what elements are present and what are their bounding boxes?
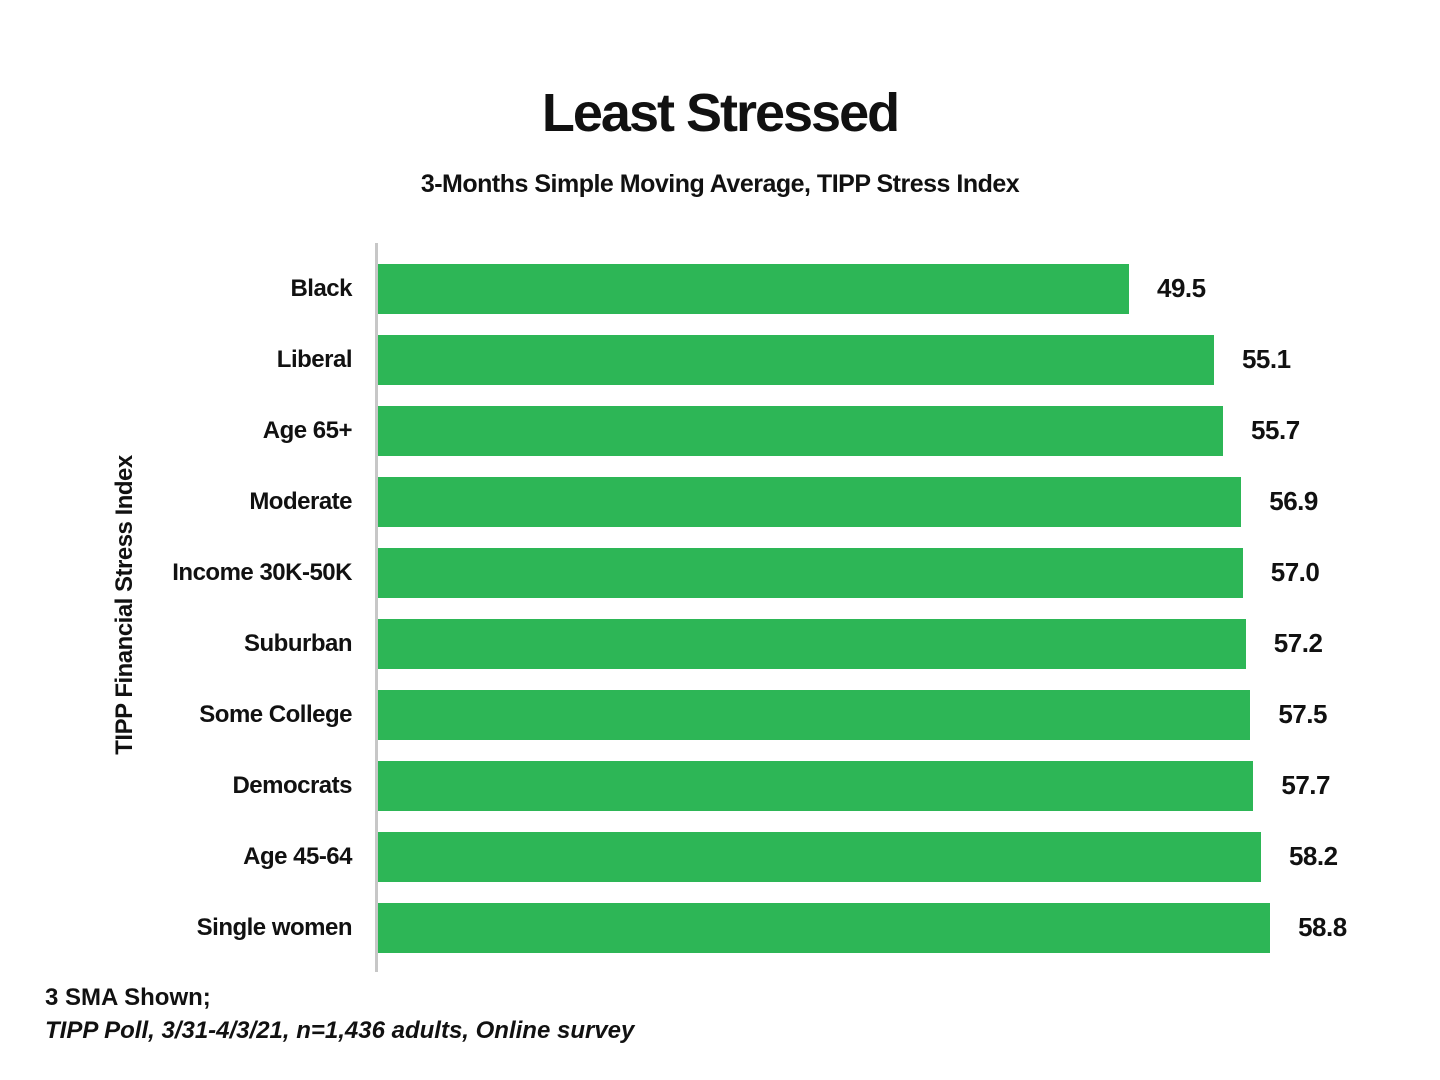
bar-area: 55.1 (378, 324, 1440, 395)
chart-row: Black 49.5 (0, 253, 1440, 324)
source-note-line1: 3 SMA Shown; (45, 984, 211, 1011)
category-label: Some College (199, 700, 352, 728)
category-label: Income 30K-50K (172, 558, 352, 586)
bar (378, 689, 1251, 740)
chart-subtitle: 3-Months Simple Moving Average, TIPP Str… (420, 170, 1020, 198)
chart-row: Age 45-64 58.2 (0, 821, 1440, 892)
bar-area: 49.5 (378, 253, 1440, 324)
value-label: 55.1 (1241, 344, 1291, 374)
bar (378, 334, 1214, 385)
source-note: 3 SMA Shown; TIPP Poll, 3/31-4/3/21, n=1… (45, 981, 634, 1047)
bar (378, 547, 1243, 598)
bar-area: 57.7 (378, 750, 1440, 821)
bar (378, 405, 1224, 456)
bar (378, 831, 1261, 882)
bar (378, 263, 1129, 314)
value-label: 57.7 (1281, 770, 1330, 800)
category-label: Age 45-64 (243, 842, 352, 870)
y-axis-line (375, 243, 378, 972)
value-label: 57.0 (1270, 557, 1320, 587)
value-label: 56.9 (1269, 486, 1318, 516)
bar (378, 618, 1246, 669)
category-label: Single women (196, 913, 353, 941)
chart-rows: Black 49.5 Liberal 55.1 Age 65+ 55.7 Moderate 5… (0, 253, 1440, 963)
chart-row: Age 65+ 55.7 (0, 395, 1440, 466)
bar-area: 55.7 (378, 395, 1440, 466)
value-label: 57.5 (1278, 699, 1327, 729)
chart-row: Democrats 57.7 (0, 750, 1440, 821)
chart-row: Moderate 56.9 (0, 466, 1440, 537)
bar-area: 57.5 (378, 679, 1440, 750)
bar (378, 476, 1242, 527)
chart-row: Suburban 57.2 (0, 608, 1440, 679)
bar-area: 58.8 (378, 892, 1440, 963)
category-label: Moderate (249, 487, 352, 515)
chart-row: Some College 57.5 (0, 679, 1440, 750)
chart-title: Least Stressed (541, 83, 900, 143)
bar-area: 58.2 (378, 821, 1440, 892)
bar-area: 57.0 (378, 537, 1440, 608)
bar (378, 902, 1271, 953)
value-label: 57.2 (1273, 628, 1323, 658)
value-label: 49.5 (1156, 273, 1206, 303)
chart-row: Liberal 55.1 (0, 324, 1440, 395)
bar-area: 56.9 (378, 466, 1440, 537)
value-label: 58.8 (1298, 912, 1347, 942)
bar-area: 57.2 (378, 608, 1440, 679)
value-label: 58.2 (1288, 841, 1338, 871)
category-label: Liberal (276, 345, 353, 373)
chart-row: Income 30K-50K 57.0 (0, 537, 1440, 608)
category-label: Suburban (244, 629, 353, 657)
chart-row: Single women 58.8 (0, 892, 1440, 963)
category-label: Age 65+ (262, 416, 353, 444)
category-label: Black (290, 274, 352, 302)
value-label: 55.7 (1251, 415, 1300, 445)
bar (378, 760, 1254, 811)
source-note-line2: TIPP Poll, 3/31-4/3/21, n=1,436 adults, … (45, 1017, 635, 1044)
category-label: Democrats (232, 771, 352, 799)
